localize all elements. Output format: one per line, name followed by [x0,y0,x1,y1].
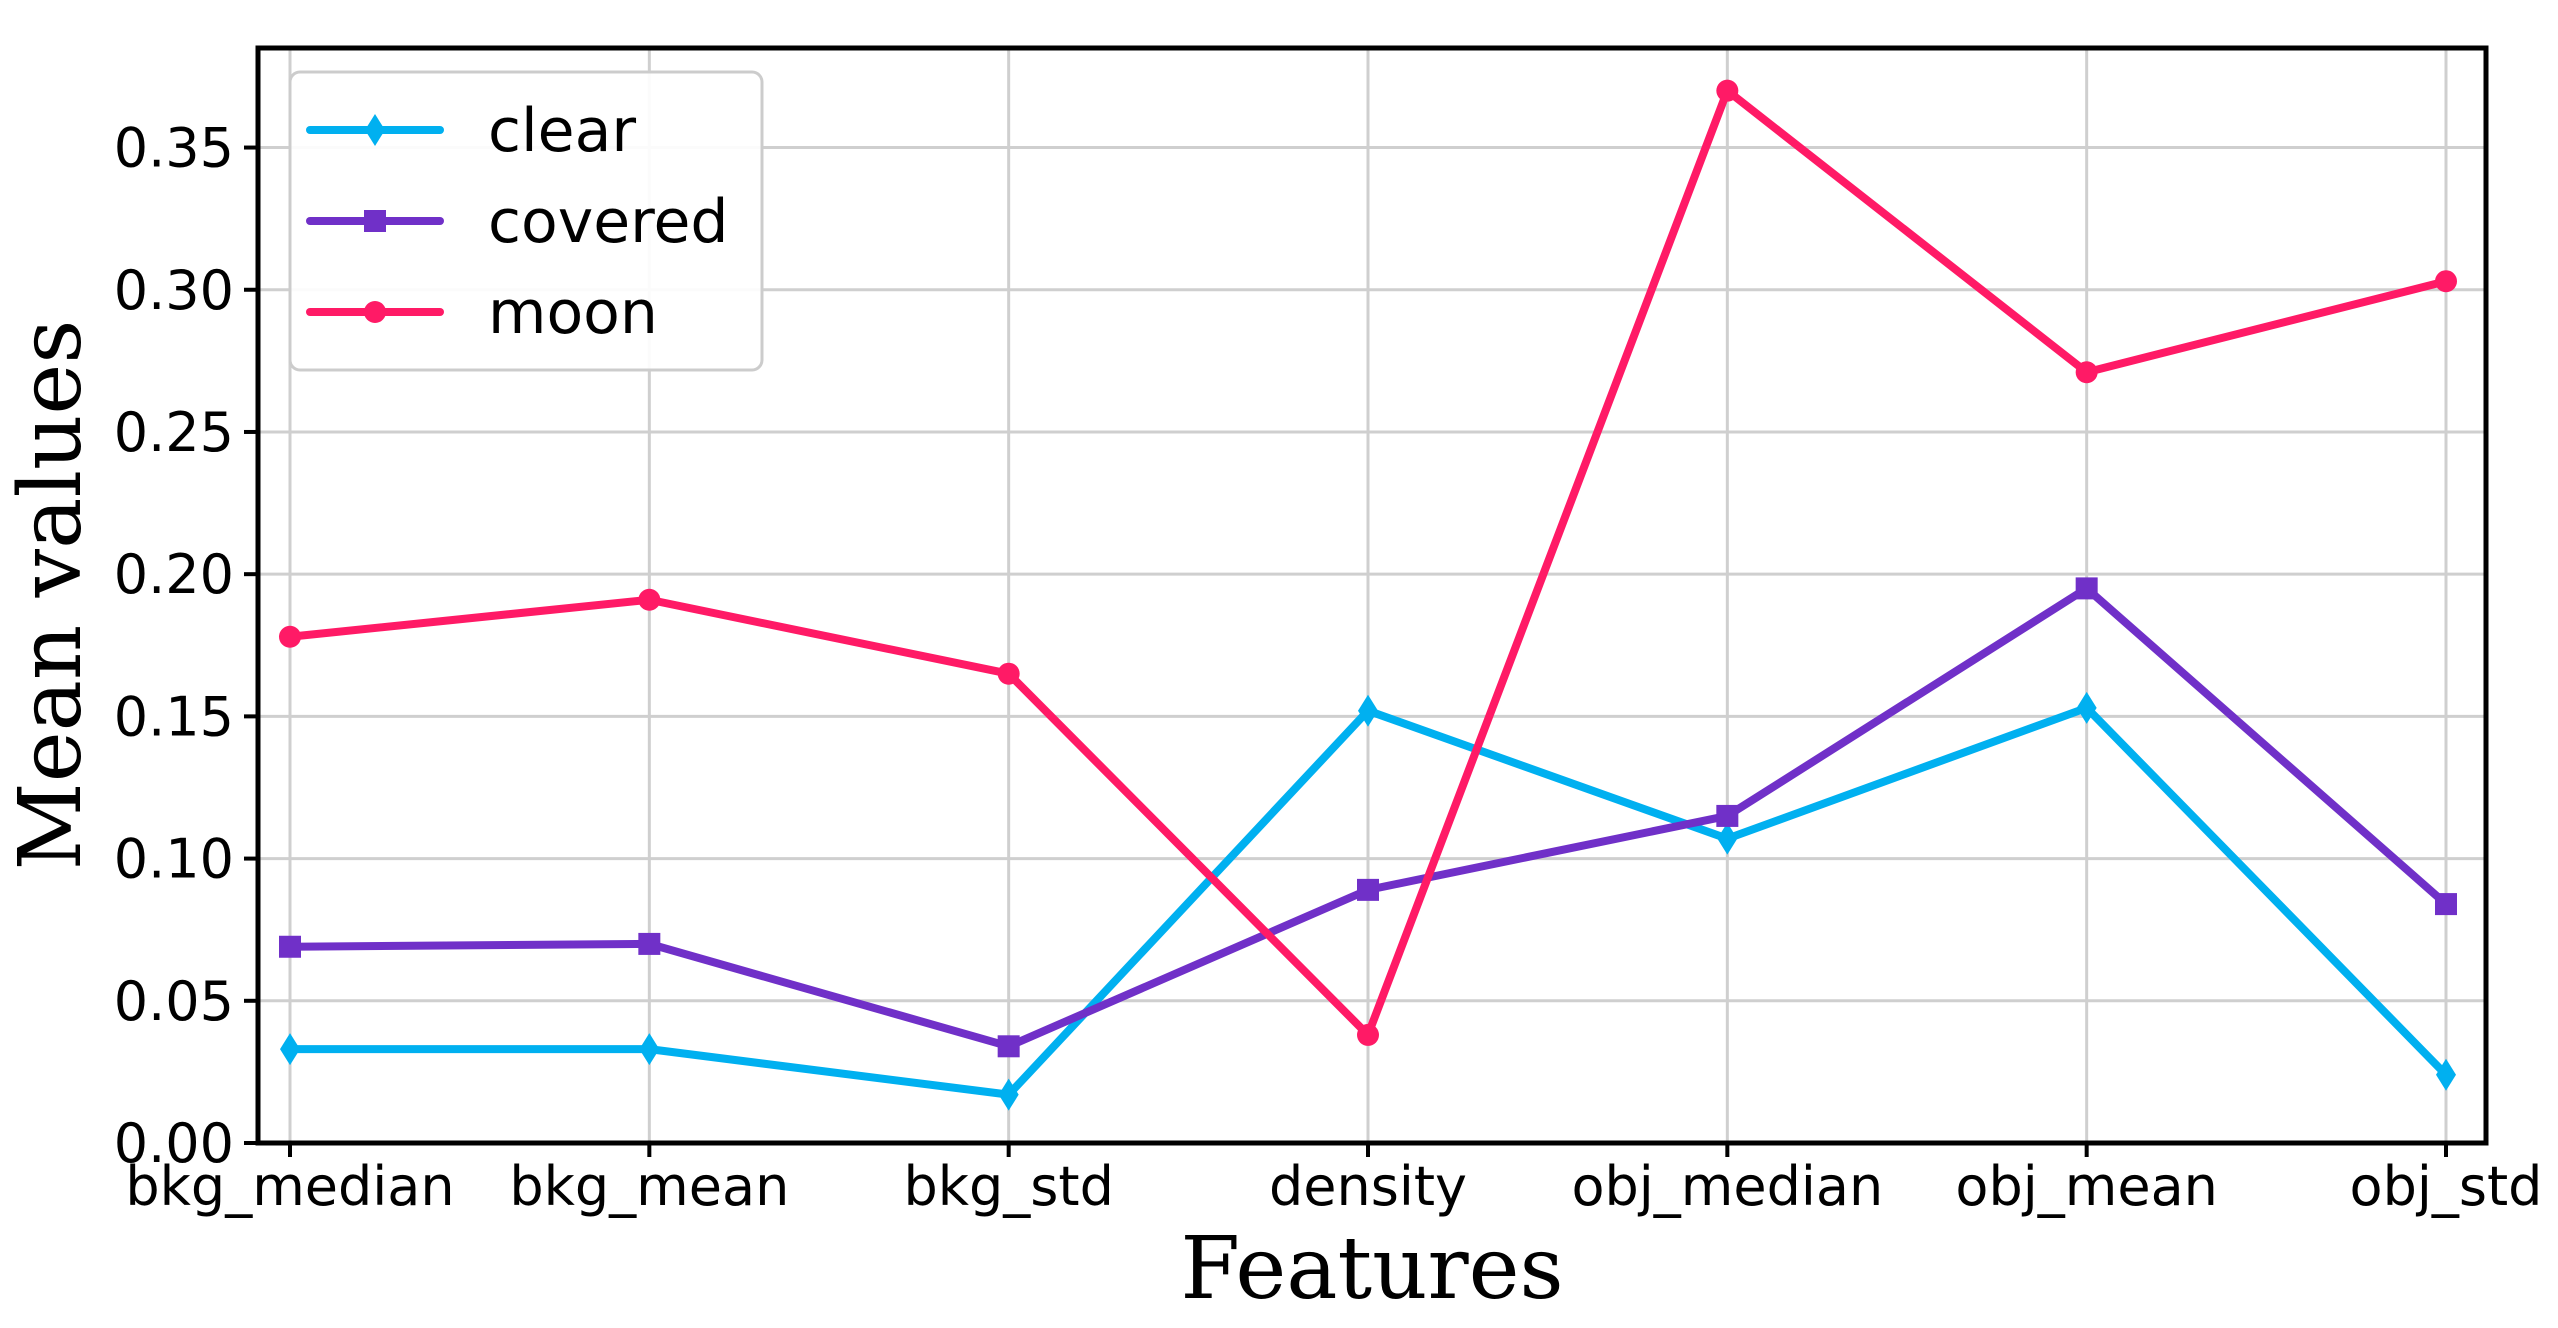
y-tick-label: 0.00 [114,1112,234,1175]
plot-frame [255,45,2489,1146]
y-axis-title: Mean values [1,320,101,871]
x-tick-label: density [1269,1155,1467,1218]
data-point-circle [279,625,301,648]
data-point-diamond [1358,694,1378,727]
data-point-circle [2075,361,2098,384]
data-point-diamond [1717,822,1738,855]
legend-label: covered [488,187,728,257]
data-point-square [279,935,301,958]
data-point-circle [1716,79,1739,102]
legend-entry-covered: covered [306,187,728,257]
data-point-square [1716,804,1739,827]
data-point-square [997,1035,1020,1058]
y-tick-label: 0.20 [114,543,234,606]
legend-label: moon [488,278,658,348]
x-axis-title: Features [1180,1219,1563,1319]
x-tick-label: bkg_median [125,1155,454,1218]
data-point-diamond [280,1033,300,1066]
data-point-circle [997,662,1020,685]
data-point-square [638,932,661,955]
data-point-diamond [639,1033,660,1066]
data-point-diamond [998,1078,1019,1111]
data-point-square [2075,577,2098,600]
y-tick-label: 0.30 [114,259,234,322]
series-lines [279,79,2457,1111]
legend-box [288,70,764,372]
legend: clear covered moon [288,70,764,372]
legend-entry-moon: moon [306,278,658,348]
y-tick-label: 0.15 [114,685,234,748]
data-point-square [2435,893,2457,916]
data-point-square [1357,878,1379,901]
series-moon [279,79,2457,1046]
data-point-circle [2435,270,2457,293]
data-point-circle [364,301,386,323]
y-tick-label: 0.10 [114,828,234,891]
series-covered [279,577,2457,1058]
data-point-square [364,210,386,232]
y-axis-ticks: 0.00 0.05 0.10 0.15 0.20 0.25 0.30 0.35 [114,117,258,1175]
y-tick-label: 0.25 [114,401,234,464]
legend-entry-clear: clear [306,96,636,166]
data-point-circle [638,588,661,611]
series-clear [280,691,2456,1111]
y-tick-label: 0.35 [114,117,234,180]
data-point-diamond [2436,1058,2456,1091]
data-point-diamond [365,114,385,146]
x-tick-label: obj_mean [1955,1155,2217,1218]
x-tick-label: obj_std [2350,1155,2543,1218]
data-point-circle [1357,1023,1379,1046]
legend-label: clear [488,96,636,166]
y-tick-label: 0.05 [114,970,234,1033]
x-tick-label: bkg_std [903,1155,1113,1218]
x-tick-label: bkg_mean [509,1155,789,1218]
x-axis-ticks: bkg_median bkg_mean bkg_std density obj_medi… [125,1143,2542,1218]
data-point-diamond [2076,691,2097,724]
x-tick-label: obj_median [1571,1155,1883,1218]
